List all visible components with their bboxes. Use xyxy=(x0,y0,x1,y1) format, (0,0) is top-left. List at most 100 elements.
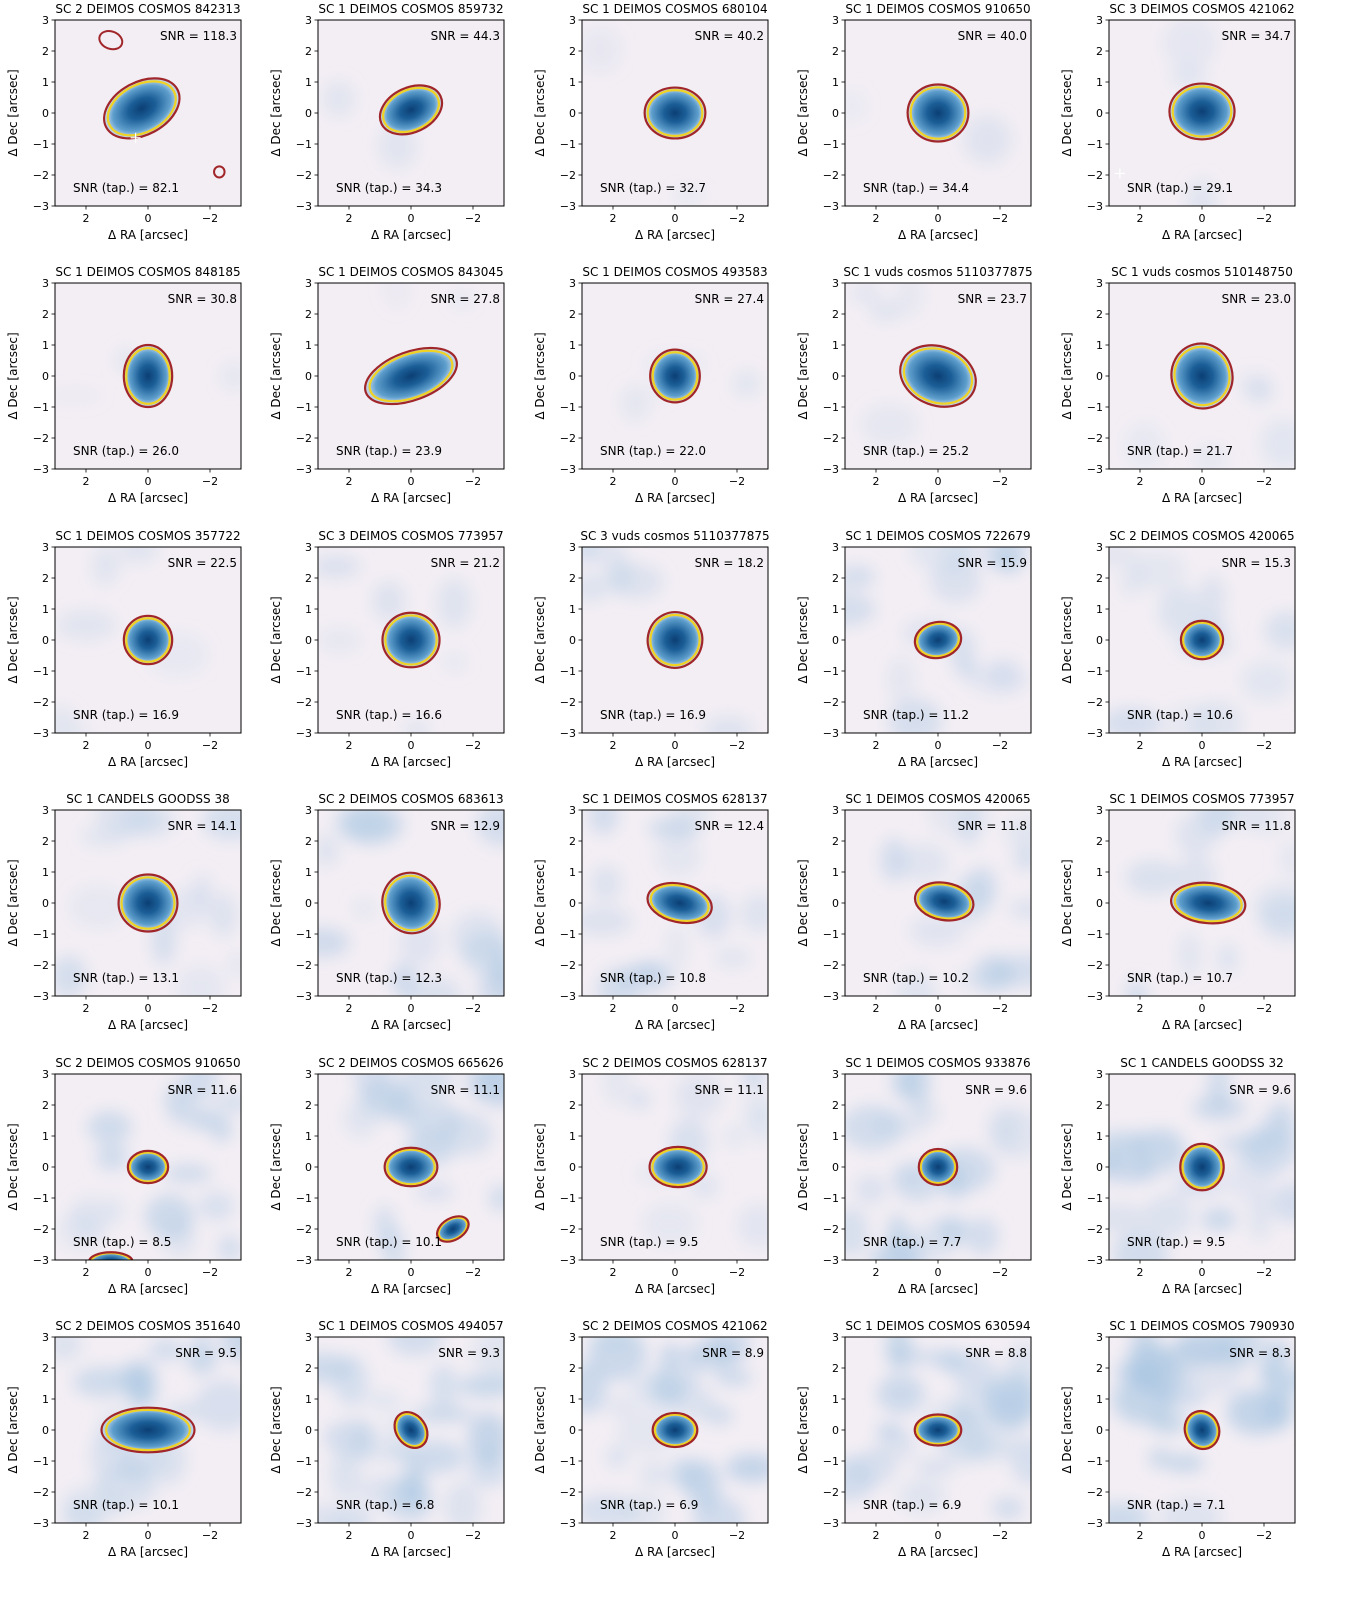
y-tick-label: −2 xyxy=(33,432,49,445)
x-tick-label: 0 xyxy=(145,1529,152,1542)
snr-tapered-label: SNR (tap.) = 6.8 xyxy=(336,1498,434,1512)
y-tick-label: 1 xyxy=(832,1393,839,1406)
y-tick-label: 3 xyxy=(42,1331,49,1344)
x-axis-label: Δ RA [arcsec] xyxy=(1162,755,1242,769)
y-tick-label: −3 xyxy=(560,1517,576,1530)
y-tick-label: −3 xyxy=(296,727,312,740)
x-tick-label: 0 xyxy=(1198,1002,1205,1015)
y-tick-label: −3 xyxy=(1086,1517,1102,1530)
cutout-panel: 3 2 1 0 −1 −2 −3 2 0 −2 SC 3 vuds cosmos 511037787… xyxy=(533,529,770,769)
snr-label: SNR = 11.1 xyxy=(694,1083,763,1097)
x-tick-label: 2 xyxy=(873,1002,880,1015)
y-tick-label: 2 xyxy=(42,1362,49,1375)
snr-tapered-label: SNR (tap.) = 8.5 xyxy=(73,1235,171,1249)
cutout-panel: 3 2 1 0 −1 −2 −3 2 0 −2 SC 1 DEIMOS COSMOS 630594 Δ… xyxy=(796,1319,1032,1559)
x-axis-label: Δ RA [arcsec] xyxy=(371,1545,451,1559)
snr-label: SNR = 11.8 xyxy=(958,819,1027,833)
x-tick-label: −2 xyxy=(202,1529,218,1542)
cutout-panel: 3 2 1 0 −1 −2 −3 2 0 −2 SC 1 DEIMOS COSMOS 910650 Δ… xyxy=(796,2,1032,242)
y-tick-label: −2 xyxy=(296,432,312,445)
y-tick-label: −2 xyxy=(560,696,576,709)
panel-title: SC 1 DEIMOS COSMOS 722679 xyxy=(846,529,1031,543)
y-tick-label: −1 xyxy=(823,928,839,941)
x-tick-label: 0 xyxy=(671,739,678,752)
x-tick-label: 0 xyxy=(145,475,152,488)
snr-tapered-label: SNR (tap.) = 13.1 xyxy=(73,971,179,985)
cutout-panel: 3 2 1 0 −1 −2 −3 2 0 −2 SC 1 DEIMOS COSMOS 848185 Δ… xyxy=(6,265,242,505)
x-tick-label: −2 xyxy=(202,1266,218,1279)
y-tick-label: −3 xyxy=(33,727,49,740)
x-tick-label: 2 xyxy=(346,1002,353,1015)
x-axis-label: Δ RA [arcsec] xyxy=(635,755,715,769)
y-tick-label: 0 xyxy=(832,1424,839,1437)
y-tick-label: 2 xyxy=(1096,572,1103,585)
y-tick-label: 0 xyxy=(1096,1424,1103,1437)
source-emission xyxy=(117,873,179,933)
source-emission xyxy=(899,344,978,409)
y-tick-label: −2 xyxy=(823,169,839,182)
x-tick-label: −2 xyxy=(465,739,481,752)
snr-label: SNR = 27.4 xyxy=(694,292,763,306)
noise-field xyxy=(318,810,505,997)
x-tick-label: 0 xyxy=(408,212,415,225)
y-tick-label: −1 xyxy=(560,1455,576,1468)
snr-tapered-label: SNR (tap.) = 22.0 xyxy=(600,444,706,458)
snr-tapered-label: SNR (tap.) = 16.9 xyxy=(73,708,179,722)
x-tick-label: 2 xyxy=(609,739,616,752)
y-tick-label: −1 xyxy=(823,665,839,678)
y-tick-label: 3 xyxy=(832,14,839,27)
noise-field xyxy=(1108,1337,1295,1523)
x-axis-label: Δ RA [arcsec] xyxy=(371,1018,451,1032)
y-tick-label: −1 xyxy=(560,138,576,151)
snr-label: SNR = 21.2 xyxy=(431,556,500,570)
y-tick-label: 2 xyxy=(305,45,312,58)
x-tick-label: 0 xyxy=(145,1266,152,1279)
y-tick-label: 2 xyxy=(569,308,576,321)
source-emission xyxy=(381,611,442,669)
source-emission xyxy=(364,347,459,406)
panel-title: SC 1 DEIMOS COSMOS 843045 xyxy=(319,265,504,279)
cutout-panel: 3 2 1 0 −1 −2 −3 2 0 −2 SC 2 DEIMOS COSMOS 420065 Δ… xyxy=(1060,529,1296,769)
y-tick-label: −3 xyxy=(560,1254,576,1267)
panel-title: SC 2 DEIMOS COSMOS 421062 xyxy=(582,1319,767,1333)
secondary-contour xyxy=(213,165,226,179)
y-tick-label: 2 xyxy=(832,1099,839,1112)
y-tick-label: −3 xyxy=(296,990,312,1003)
y-tick-label: −1 xyxy=(33,1192,49,1205)
y-tick-label: 0 xyxy=(305,107,312,120)
x-tick-label: 0 xyxy=(145,739,152,752)
y-axis-label: Δ Dec [arcsec] xyxy=(796,860,810,947)
snr-tapered-label: SNR (tap.) = 25.2 xyxy=(863,444,969,458)
y-tick-label: 1 xyxy=(1096,866,1103,879)
cutout-panel: 3 2 1 0 −1 −2 −3 2 0 −2 SC 1 DEIMOS COSMOS 722679 Δ… xyxy=(796,529,1032,769)
y-tick-label: 2 xyxy=(569,835,576,848)
cutout-panel: 3 2 1 0 −1 −2 −3 2 0 −2 SC 1 DEIMOS COSMOS 790930 Δ… xyxy=(1060,1319,1296,1559)
y-tick-label: −2 xyxy=(1086,959,1102,972)
y-tick-label: 3 xyxy=(1096,1068,1103,1081)
y-tick-label: 0 xyxy=(305,897,312,910)
x-tick-label: −2 xyxy=(465,475,481,488)
x-tick-label: −2 xyxy=(1255,1266,1271,1279)
cutout-panel: 3 2 1 0 −1 −2 −3 2 0 −2 SC 1 DEIMOS COSMOS 933876 Δ… xyxy=(796,1056,1032,1296)
y-tick-label: −1 xyxy=(296,1455,312,1468)
y-tick-label: −2 xyxy=(33,959,49,972)
y-tick-label: 1 xyxy=(1096,603,1103,616)
source-emission xyxy=(1169,342,1234,410)
snr-label: SNR = 9.5 xyxy=(175,1346,237,1360)
noise-field xyxy=(581,810,768,997)
source-emission xyxy=(100,1406,196,1454)
source-emission xyxy=(1169,881,1246,925)
cutout-panel: 3 2 1 0 −1 −2 −3 2 0 −2 SC 1 CANDELS GOODSS 32 Δ RA… xyxy=(1060,1056,1296,1296)
y-tick-label: 3 xyxy=(42,277,49,290)
source-emission xyxy=(126,1149,170,1184)
y-tick-label: −3 xyxy=(33,1517,49,1530)
x-tick-label: 2 xyxy=(873,739,880,752)
y-tick-label: −1 xyxy=(560,665,576,678)
x-tick-label: 2 xyxy=(609,212,616,225)
panel-title: SC 1 vuds cosmos 5110377875 xyxy=(844,265,1033,279)
y-tick-label: 0 xyxy=(42,1424,49,1437)
panel-title: SC 2 DEIMOS COSMOS 842313 xyxy=(55,2,240,16)
y-tick-label: −2 xyxy=(296,696,312,709)
snr-tapered-label: SNR (tap.) = 6.9 xyxy=(863,1498,961,1512)
position-marker xyxy=(1114,168,1125,179)
